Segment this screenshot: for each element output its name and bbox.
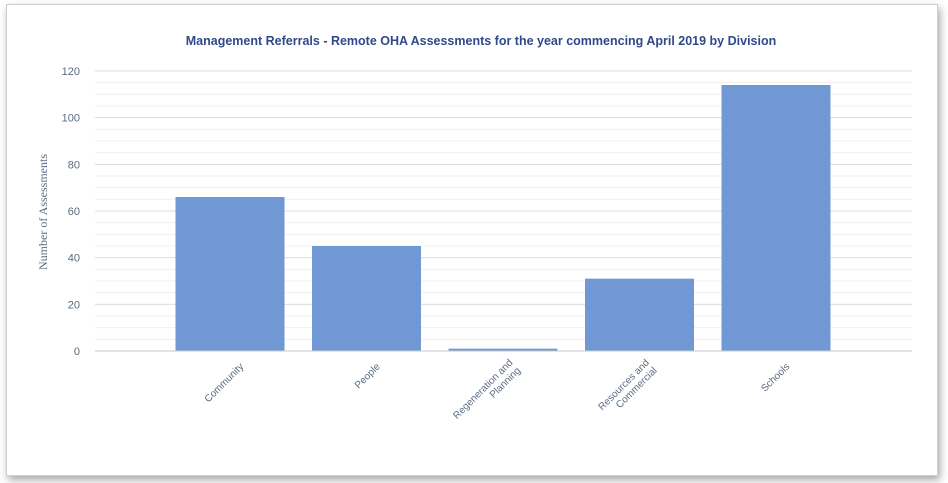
x-tick-label-line: Schools [759, 361, 792, 394]
y-tick-label: 80 [68, 159, 80, 171]
y-tick-label: 60 [68, 206, 80, 218]
chart-title: Management Referrals - Remote OHA Assess… [186, 34, 776, 48]
x-tick-label-line: Community [203, 361, 247, 405]
bar [721, 85, 831, 351]
y-tick-label: 120 [62, 66, 80, 78]
x-tick-label: People [353, 361, 383, 391]
y-tick-label: 0 [74, 346, 80, 358]
x-tick-label-line: People [353, 361, 383, 391]
bar [312, 246, 421, 351]
bar [448, 348, 558, 351]
y-tick-label: 100 [62, 113, 80, 125]
y-tick-label: 20 [68, 299, 80, 311]
y-axis-label: Number of Assessments [36, 154, 50, 270]
bar [585, 278, 694, 351]
bars [175, 85, 831, 351]
x-tick-label: Schools [759, 361, 792, 394]
bar [175, 197, 285, 351]
y-tick-labels: 0 20 40 60 80 100 120 [62, 66, 80, 358]
y-tick-label: 40 [68, 253, 80, 265]
x-tick-label: Community [203, 361, 247, 405]
